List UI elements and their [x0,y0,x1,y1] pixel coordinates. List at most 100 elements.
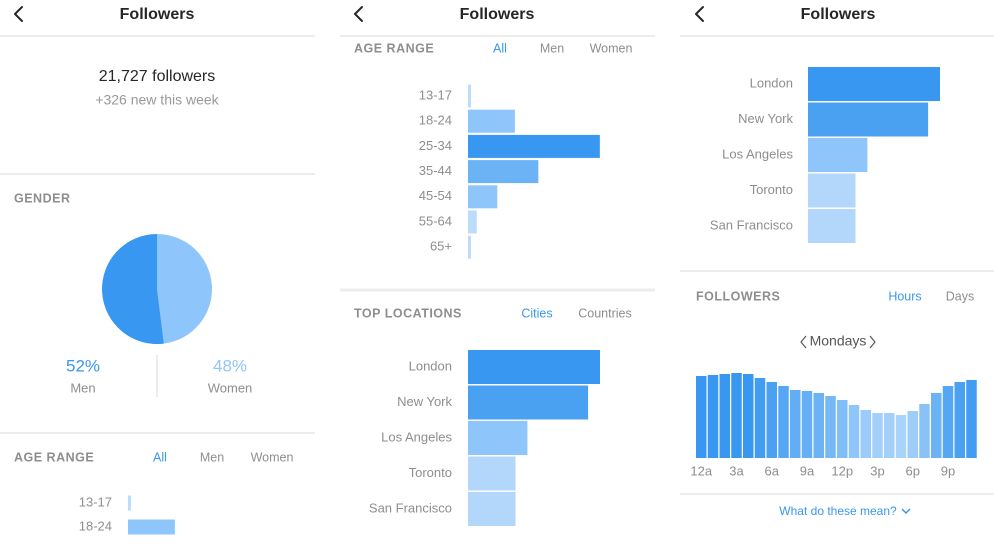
back-button[interactable] [14,6,23,22]
bar [808,209,856,243]
pie-value: 48% [213,356,247,375]
bar [848,405,860,458]
prev-day[interactable] [800,335,807,349]
bar [468,210,477,234]
bar [696,376,707,458]
bar-label: Los Angeles [722,146,793,161]
bar-label: London [750,75,793,90]
bar [884,413,895,458]
bar [837,400,848,458]
screen-title: Followers [460,6,535,23]
bar [860,410,871,458]
tab[interactable]: Men [200,450,224,464]
bar-label: San Francisco [369,500,452,515]
bar [719,374,730,458]
bar [468,421,528,455]
x-tick-label: 3p [870,463,884,478]
bar [766,382,777,458]
screen-title: Followers [120,6,195,23]
bar-label: 65+ [430,239,452,254]
x-tick-label: 12p [831,463,853,478]
bar-label: Toronto [409,465,452,480]
bar [468,350,600,384]
bar-label: 45-54 [419,188,452,203]
bar [872,413,883,458]
bar-label: 18-24 [419,113,452,128]
bar [468,456,516,491]
bar [808,173,856,208]
help-chevron [901,508,911,515]
section-heading: GENDER [14,191,70,205]
bar-label: London [409,358,452,373]
bar [919,404,930,458]
section-heading: AGE RANGE [14,450,94,464]
bar [707,375,719,458]
new-followers: +326 new this week [95,92,219,108]
bar [808,138,868,172]
tab[interactable]: Men [540,41,564,55]
back-button[interactable] [354,6,363,22]
bar [468,385,589,420]
bar [801,391,813,458]
bar [731,373,742,458]
bar [813,393,824,458]
tab[interactable]: Cities [521,306,552,320]
x-tick-label: 3a [729,463,744,478]
bar-label: 18-24 [79,518,112,533]
day-selector[interactable]: Mondays [810,333,867,349]
bar [895,415,907,458]
section-heading: AGE RANGE [354,41,434,55]
bar-label: 55-64 [419,213,452,228]
pie-slice [157,234,213,344]
x-tick-label: 12a [690,463,712,478]
bar [468,492,516,526]
bar-label: 13-17 [79,494,112,509]
bar-label: 25-34 [419,138,452,153]
bar [468,134,600,158]
tab[interactable]: All [153,450,167,464]
section-heading: TOP LOCATIONS [354,306,462,320]
pie-label: Men [70,380,95,395]
bar-label: New York [397,394,452,409]
bar [128,519,175,535]
pie-label: Women [208,380,253,395]
bar [468,160,539,184]
bar-label: Los Angeles [381,429,452,444]
x-tick-label: 9p [941,463,955,478]
tab[interactable]: Women [251,450,294,464]
bar-label: 35-44 [419,163,452,178]
bar-label: New York [738,111,793,126]
tab[interactable]: Hours [888,289,921,303]
bar [468,84,471,108]
bar [907,411,918,458]
tab[interactable]: All [493,41,507,55]
tab[interactable]: Women [590,41,633,55]
bar [931,393,942,458]
bar [468,109,515,133]
follower-count: 21,727 followers [99,68,216,85]
screen-title: Followers [801,6,876,23]
bar [128,495,131,511]
bar-label: 13-17 [419,87,452,102]
bar [778,386,789,458]
bar [468,185,498,209]
x-tick-label: 6a [765,463,780,478]
bar-label: Toronto [750,182,793,197]
bar-label: San Francisco [710,217,793,232]
tab[interactable]: Days [946,289,974,303]
tab[interactable]: Countries [578,306,632,320]
bar [942,386,954,458]
pie-slice [102,234,164,344]
back-button[interactable] [695,6,704,22]
pie-value: 52% [66,356,100,375]
x-tick-label: 6p [906,463,920,478]
bar [954,382,965,458]
help-link[interactable]: What do these mean? [779,504,897,518]
bar [743,374,754,458]
bar [808,67,940,101]
bar [468,235,471,259]
next-day[interactable] [869,335,876,349]
bar [825,396,836,458]
